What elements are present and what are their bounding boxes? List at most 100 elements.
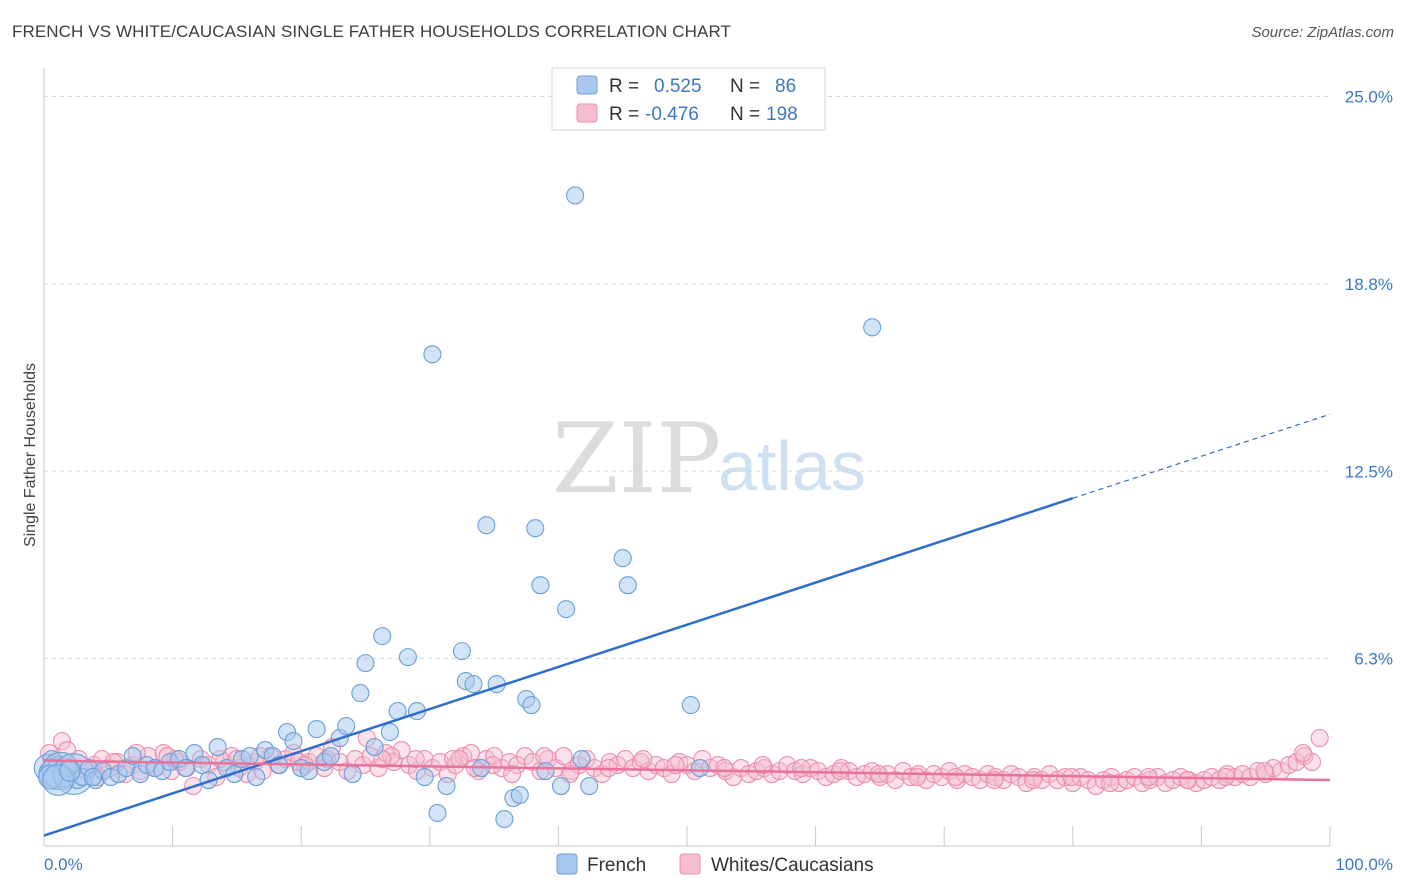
x-tick-label-max: 100.0% bbox=[1335, 855, 1393, 874]
french-point bbox=[83, 767, 102, 787]
french-point bbox=[572, 750, 591, 769]
french-point bbox=[284, 732, 303, 751]
french-point bbox=[452, 642, 472, 661]
french-point bbox=[863, 318, 882, 337]
white-point bbox=[1101, 773, 1120, 793]
series-legend: French Whites/Caucasians bbox=[556, 853, 874, 876]
y-tick-label: 18.8% bbox=[1345, 275, 1393, 294]
gridlines bbox=[44, 96, 1330, 660]
french-point bbox=[351, 684, 370, 703]
french-point bbox=[536, 761, 555, 781]
legend-white-n-label: N = bbox=[730, 104, 760, 125]
french-point bbox=[690, 759, 709, 778]
y-tick-label: 25.0% bbox=[1345, 88, 1393, 107]
french-point bbox=[557, 600, 576, 619]
white-point bbox=[52, 732, 72, 751]
french-point bbox=[423, 345, 442, 364]
french-point bbox=[247, 767, 266, 787]
legend-french-r-label: R = bbox=[609, 76, 639, 97]
french-point bbox=[240, 747, 259, 766]
x-tick-label-min: 0.0% bbox=[44, 855, 83, 874]
french-point bbox=[208, 738, 227, 757]
french-trendline-extension bbox=[1072, 413, 1331, 499]
french-point bbox=[477, 516, 496, 535]
white-point bbox=[554, 747, 573, 766]
legend-french-n-label: N = bbox=[730, 76, 760, 97]
legend-white-n-value: 198 bbox=[766, 104, 798, 125]
chart-title: FRENCH VS WHITE/CAUCASIAN SINGLE FATHER … bbox=[12, 22, 732, 41]
axes bbox=[43, 68, 1331, 847]
white-point bbox=[753, 756, 772, 775]
white-point bbox=[1310, 729, 1329, 748]
legend-french-r-value: 0.525 bbox=[654, 76, 702, 97]
french-point bbox=[123, 747, 142, 766]
french-point bbox=[531, 576, 550, 595]
legend-french-swatch bbox=[576, 75, 598, 95]
french-point bbox=[437, 776, 456, 796]
bottom-legend-white-swatch bbox=[679, 853, 701, 875]
french-series-points bbox=[33, 186, 882, 829]
french-point bbox=[580, 776, 599, 796]
y-tick-label: 12.5% bbox=[1345, 462, 1393, 481]
white-point bbox=[715, 759, 734, 778]
white-point bbox=[503, 764, 522, 784]
white-point bbox=[792, 759, 811, 778]
french-point bbox=[522, 696, 541, 715]
watermark-atlas: atlas bbox=[718, 427, 866, 505]
white-point bbox=[946, 767, 965, 787]
french-point bbox=[415, 767, 434, 787]
french-point bbox=[428, 803, 447, 823]
french-point bbox=[464, 675, 483, 694]
legend-box bbox=[551, 67, 826, 131]
white-point bbox=[535, 747, 554, 766]
white-point bbox=[830, 761, 850, 781]
french-point bbox=[398, 648, 417, 667]
white-point bbox=[1023, 770, 1042, 790]
trendlines bbox=[43, 413, 1331, 837]
french-point bbox=[373, 627, 392, 646]
white-trendline bbox=[43, 759, 1331, 782]
y-tick-label: 6.3% bbox=[1354, 650, 1393, 669]
french-point bbox=[365, 738, 384, 757]
white-point bbox=[461, 744, 481, 763]
white-point bbox=[634, 750, 653, 769]
bottom-legend-french-swatch bbox=[556, 853, 578, 875]
french-point bbox=[526, 519, 545, 538]
bottom-legend-french-label: French bbox=[587, 855, 646, 876]
french-point bbox=[566, 186, 585, 205]
legend-white-swatch bbox=[576, 103, 598, 123]
white-point bbox=[1293, 744, 1313, 763]
legend-white-r-label: R = bbox=[609, 104, 639, 125]
bottom-legend-white-label: Whites/Caucasians bbox=[711, 855, 874, 876]
stats-legend: R = 0.525 N = 86 R = -0.476 N = 198 bbox=[551, 67, 826, 131]
white-point bbox=[450, 750, 469, 769]
french-point bbox=[618, 576, 637, 595]
french-point bbox=[299, 761, 318, 781]
french-trendline bbox=[43, 497, 1074, 837]
french-point bbox=[510, 785, 529, 805]
white-point bbox=[1178, 770, 1197, 790]
source-credit: Source: ZipAtlas.com bbox=[1251, 24, 1394, 41]
french-point bbox=[380, 723, 399, 742]
white-point bbox=[392, 741, 411, 760]
french-point bbox=[321, 747, 340, 766]
white-point bbox=[369, 759, 388, 778]
french-point bbox=[495, 809, 514, 829]
french-point bbox=[551, 776, 571, 796]
french-point bbox=[193, 756, 212, 775]
white-point bbox=[1216, 767, 1235, 787]
white-point bbox=[1255, 761, 1274, 781]
tick-labels: 6.3% 12.5% 18.8% 25.0% 0.0% 100.0% bbox=[44, 88, 1393, 875]
y-axis-label: Single Father Households bbox=[22, 363, 39, 547]
watermark-zip: ZIP bbox=[552, 403, 721, 515]
legend-white-r-value: -0.476 bbox=[645, 104, 699, 125]
french-point bbox=[613, 549, 632, 568]
legend-french-n-value: 86 bbox=[775, 76, 796, 97]
white-point bbox=[908, 767, 927, 787]
french-point bbox=[356, 654, 375, 673]
french-point bbox=[337, 717, 356, 736]
french-point bbox=[58, 760, 81, 782]
french-point bbox=[681, 696, 700, 715]
white-point bbox=[406, 750, 425, 769]
